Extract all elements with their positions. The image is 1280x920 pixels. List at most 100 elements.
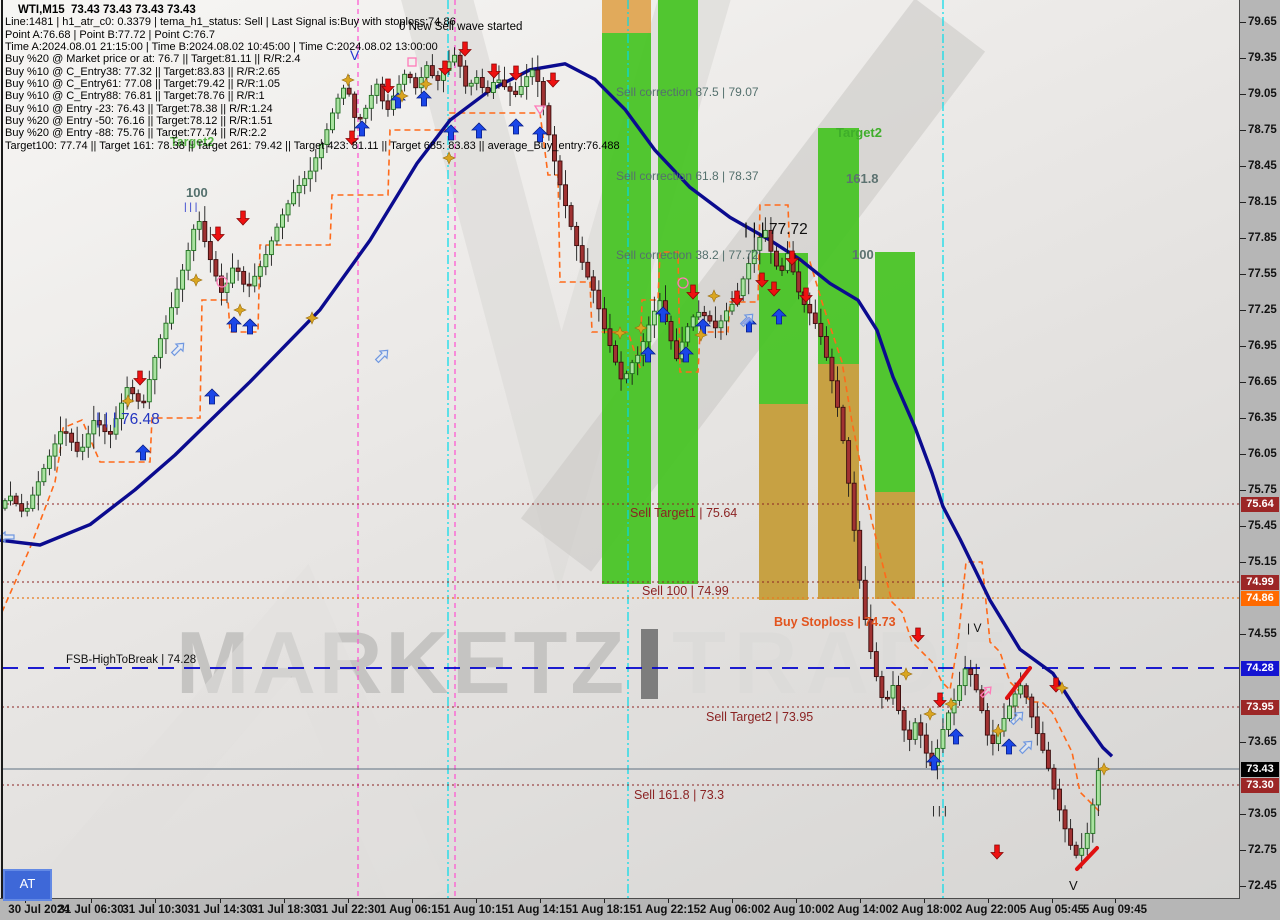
candle-up bbox=[85, 433, 91, 448]
candle-down bbox=[818, 322, 824, 337]
candle-up bbox=[280, 214, 285, 228]
star-icon bbox=[634, 321, 648, 335]
star-icon bbox=[991, 724, 1005, 738]
candle-down bbox=[1057, 788, 1062, 811]
time-axis[interactable]: 30 Jul 2024 31 Jul 06:30 31 Jul 10:30 31 Ju… bbox=[0, 899, 1280, 920]
candle-down bbox=[407, 73, 413, 79]
chart-canvas[interactable]: MARKETZ TRADE 0 New Sell wave started Sell… bbox=[0, 0, 1240, 899]
tema-line bbox=[0, 62, 1114, 758]
info-line: Buy %10 @ C_Entry88: 76.81 || Target:78.… bbox=[5, 90, 265, 103]
candle-up bbox=[685, 326, 691, 343]
candle-down bbox=[74, 441, 80, 452]
candle-up bbox=[368, 94, 374, 109]
candle-up bbox=[8, 495, 14, 502]
candle-down bbox=[873, 651, 879, 678]
price-axis[interactable]: 79.65 79.35 79.05 78.75 78.45 78.15 77.85 77.55… bbox=[1240, 0, 1280, 898]
sell-arrow-icon bbox=[785, 250, 799, 266]
star-icon bbox=[233, 303, 247, 317]
candle-down bbox=[585, 261, 591, 278]
candle-down bbox=[352, 93, 358, 118]
candle-up bbox=[452, 54, 457, 63]
time-label: 31 Jul 22:30 bbox=[315, 904, 381, 916]
sell-arrow-icon bbox=[211, 226, 225, 242]
time-tick bbox=[155, 899, 156, 903]
candle-up bbox=[962, 668, 968, 687]
candle-down bbox=[907, 729, 913, 740]
candle-down bbox=[1040, 733, 1046, 751]
candle-up bbox=[113, 418, 119, 435]
sell-arrow-icon bbox=[933, 692, 947, 708]
fib-zone-segment bbox=[818, 128, 859, 364]
candle-up bbox=[324, 129, 330, 145]
price-level-badge: 73.30 bbox=[1241, 778, 1279, 793]
info-line: Buy %20 @ Entry -88: 75.76 || Target:77.… bbox=[5, 127, 267, 140]
fib-zone-segment bbox=[602, 33, 651, 584]
trendline-segment bbox=[1075, 846, 1099, 871]
candle-down bbox=[829, 356, 835, 382]
candle-up bbox=[757, 237, 763, 251]
candle-down bbox=[557, 160, 563, 186]
time-tick bbox=[796, 899, 797, 903]
sell-arrow-icon bbox=[438, 60, 452, 76]
candle-up bbox=[191, 228, 197, 251]
buy-arrow-icon bbox=[655, 306, 671, 323]
sell-arrow-icon bbox=[133, 370, 147, 386]
candle-up bbox=[41, 467, 47, 483]
candle-up bbox=[718, 320, 724, 329]
candle-down bbox=[862, 579, 868, 620]
candle-down bbox=[901, 710, 907, 731]
candle-down bbox=[918, 722, 924, 736]
candle-up bbox=[174, 288, 180, 309]
candle-up bbox=[729, 303, 735, 312]
info-line: Buy %10 @ C_Entry38: 77.32 || Target:83.… bbox=[5, 65, 280, 78]
hollow-arrow-icon bbox=[1018, 740, 1033, 755]
hollow-arrow-icon bbox=[374, 349, 389, 364]
stop-trail-line bbox=[1, 112, 1101, 813]
buy-arrow-icon bbox=[771, 308, 787, 325]
candle-up bbox=[196, 221, 202, 230]
candle-down bbox=[885, 696, 890, 700]
candle-down bbox=[102, 424, 108, 433]
candle-down bbox=[479, 77, 485, 88]
time-label: 2 Aug 14:00 bbox=[827, 904, 893, 916]
candle-down bbox=[246, 283, 252, 287]
candle-down bbox=[1029, 696, 1035, 718]
candle-down bbox=[502, 79, 507, 88]
candle-down bbox=[507, 86, 513, 92]
auto-trade-button[interactable]: AT bbox=[3, 869, 52, 901]
sell-arrow-icon bbox=[799, 287, 813, 303]
candle-up bbox=[313, 157, 319, 172]
candle-up bbox=[318, 143, 324, 159]
star-icon bbox=[707, 289, 721, 303]
candle-down bbox=[607, 328, 613, 346]
time-label: 1 Aug 18:15 bbox=[571, 904, 637, 916]
price-chart[interactable] bbox=[0, 0, 1239, 898]
time-tick bbox=[604, 899, 605, 903]
trend-segments[interactable] bbox=[1005, 666, 1099, 871]
price-level-badge: 74.86 bbox=[1241, 591, 1279, 606]
candle-up bbox=[751, 249, 757, 265]
buy-arrow-icon bbox=[948, 728, 964, 745]
buy-arrow-icon bbox=[204, 388, 220, 405]
sell-arrow-icon bbox=[509, 65, 523, 81]
star-icon bbox=[1055, 681, 1069, 695]
candle-down bbox=[357, 116, 363, 120]
star-icon bbox=[121, 394, 135, 408]
fib-zone-segment bbox=[602, 0, 651, 33]
candle-down bbox=[923, 734, 929, 754]
candle-down bbox=[552, 134, 557, 162]
candle-up bbox=[1095, 770, 1101, 806]
candle-up bbox=[746, 263, 752, 280]
signal-markers bbox=[0, 41, 1111, 860]
star-icon bbox=[923, 707, 937, 721]
time-tick bbox=[988, 899, 989, 903]
buy-arrow-icon bbox=[135, 444, 151, 461]
candle-up bbox=[157, 338, 163, 358]
candle-up bbox=[518, 86, 524, 95]
candle-up bbox=[46, 455, 52, 469]
candle-up bbox=[762, 229, 768, 238]
star-icon bbox=[419, 77, 433, 91]
star-icon bbox=[341, 73, 355, 87]
candle-up bbox=[724, 310, 729, 322]
sell-arrow-icon bbox=[730, 290, 744, 306]
